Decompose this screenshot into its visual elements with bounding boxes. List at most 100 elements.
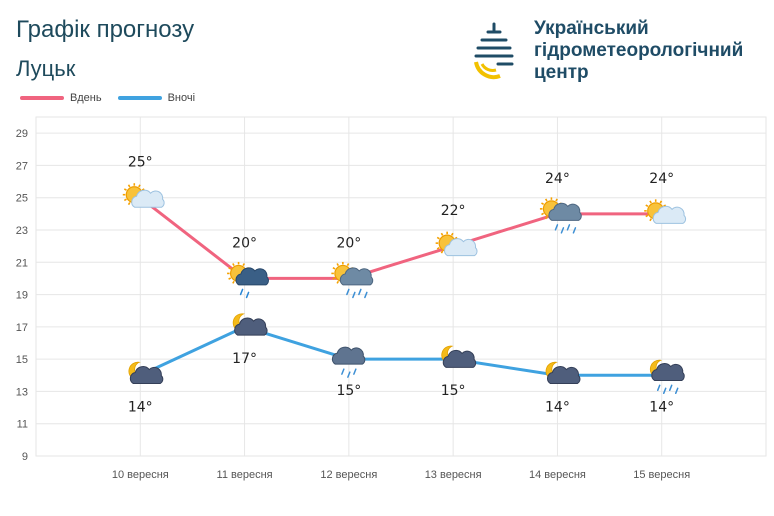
y-tick-label: 21 [16, 257, 28, 269]
cloud-shape [331, 346, 366, 365]
sun-ray [228, 277, 232, 280]
sun-ray [555, 198, 558, 202]
x-tick-label: 15 вересня [633, 469, 690, 481]
sun-rain-heavy-icon [227, 261, 269, 299]
sun-ray [127, 202, 131, 206]
y-tick-label: 9 [22, 451, 28, 463]
moon-rain-icon [649, 359, 685, 395]
y-tick-label: 15 [16, 354, 28, 366]
y-tick-label: 17 [16, 322, 28, 334]
sun-cloud-icon [435, 231, 478, 257]
day-series-line [139, 196, 662, 280]
sun-cloud-icon [644, 199, 687, 224]
x-tick-label: 10 вересня [112, 469, 169, 481]
sun-ray [649, 200, 652, 204]
legend-label-night: Вночі [167, 92, 196, 104]
chart-title: Графік прогнозу [16, 16, 195, 43]
x-tick-label: 13 вересня [425, 469, 482, 481]
rain-drop [560, 227, 565, 234]
moon-cloud-icon [232, 313, 268, 336]
rain-drop [554, 224, 559, 231]
y-tick-label: 11 [17, 419, 28, 431]
x-tick-label: 14 вересня [529, 469, 586, 481]
sun-ray [436, 236, 440, 240]
legend-item-night[interactable]: Вночі [117, 92, 196, 104]
sun-ray [440, 250, 444, 254]
sun-cloud-icon [122, 183, 165, 208]
rain-drop [341, 368, 345, 375]
rain-drop [352, 291, 356, 299]
sun-ray [123, 188, 127, 191]
rain-drop [353, 368, 357, 375]
rain-drop [572, 227, 577, 234]
sun-rain-icon [539, 197, 582, 234]
night-temp-label: 14° [128, 399, 153, 415]
logo-line-1: Український [534, 18, 649, 39]
cloud-shape [339, 267, 374, 286]
day-temp-label: 20° [232, 235, 257, 251]
rain-cloud-icon [331, 346, 366, 378]
rain-drop [662, 387, 667, 395]
moon-cloud-icon [128, 361, 164, 385]
sun-ray [232, 263, 235, 267]
sun-ray [541, 202, 545, 206]
logo-line-2: гідрометеорологічний [534, 40, 744, 61]
cloud-shape [651, 363, 685, 382]
sun-ray [332, 277, 336, 280]
legend-item-day[interactable]: Вдень [20, 92, 102, 104]
y-tick-label: 25 [16, 193, 28, 205]
night-series-line [139, 325, 662, 377]
sun-ray [544, 198, 548, 202]
legend-swatch-night [117, 96, 162, 100]
logo-line-3: центр [534, 62, 589, 83]
day-temp-label: 25° [128, 155, 153, 171]
cloud-shape [442, 349, 477, 368]
sun-ray [123, 198, 127, 202]
sun-ray [649, 218, 652, 222]
rain-drop [245, 291, 250, 299]
moon-cloud-icon [545, 361, 581, 385]
rain-drop [347, 371, 351, 378]
night-temp-label: 17° [232, 351, 257, 367]
sun-ray [336, 280, 340, 284]
night-temp-label: 15° [441, 383, 466, 399]
sun-ray [440, 232, 444, 236]
cloud-shape [547, 366, 581, 385]
cloud-shape [235, 267, 269, 286]
day-temp-label: 22° [441, 203, 466, 219]
rain-drop [358, 288, 362, 296]
ugmc-logo: Український гідрометеорологічний центр [470, 18, 770, 88]
sun-ray [450, 232, 454, 236]
sun-rain-icon [331, 261, 374, 299]
sun-ray [138, 184, 141, 188]
y-tick-label: 23 [16, 225, 28, 237]
sun-ray [332, 266, 336, 270]
sun-ray [242, 263, 246, 267]
chart-legend: Вдень Вночі [20, 92, 195, 104]
legend-swatch-day [20, 96, 64, 100]
sun-ray [232, 280, 235, 284]
rain-drop [674, 387, 679, 395]
sun-ray [346, 263, 350, 267]
droplet-logo-icon [474, 22, 514, 80]
city-name: Луцьк [16, 56, 76, 81]
rain-drop [566, 224, 571, 231]
sun-ray [127, 184, 131, 188]
rain-drop [364, 291, 368, 299]
cloud-shape [129, 366, 164, 385]
y-tick-label: 13 [16, 386, 28, 398]
day-temp-label: 20° [336, 235, 361, 251]
night-temp-label: 14° [649, 399, 674, 415]
legend-label-day: Вдень [70, 92, 102, 104]
x-tick-label: 11 вересня [217, 469, 273, 481]
rain-drop [346, 288, 350, 296]
day-temp-label: 24° [545, 171, 570, 187]
sun-ray [541, 212, 545, 216]
sun-ray [336, 263, 340, 267]
cloud-shape [652, 205, 687, 224]
cloud-shape [444, 238, 478, 257]
sun-ray [645, 204, 649, 208]
night-temp-label: 14° [545, 399, 570, 415]
x-tick-label: 12 вересня [320, 469, 377, 481]
